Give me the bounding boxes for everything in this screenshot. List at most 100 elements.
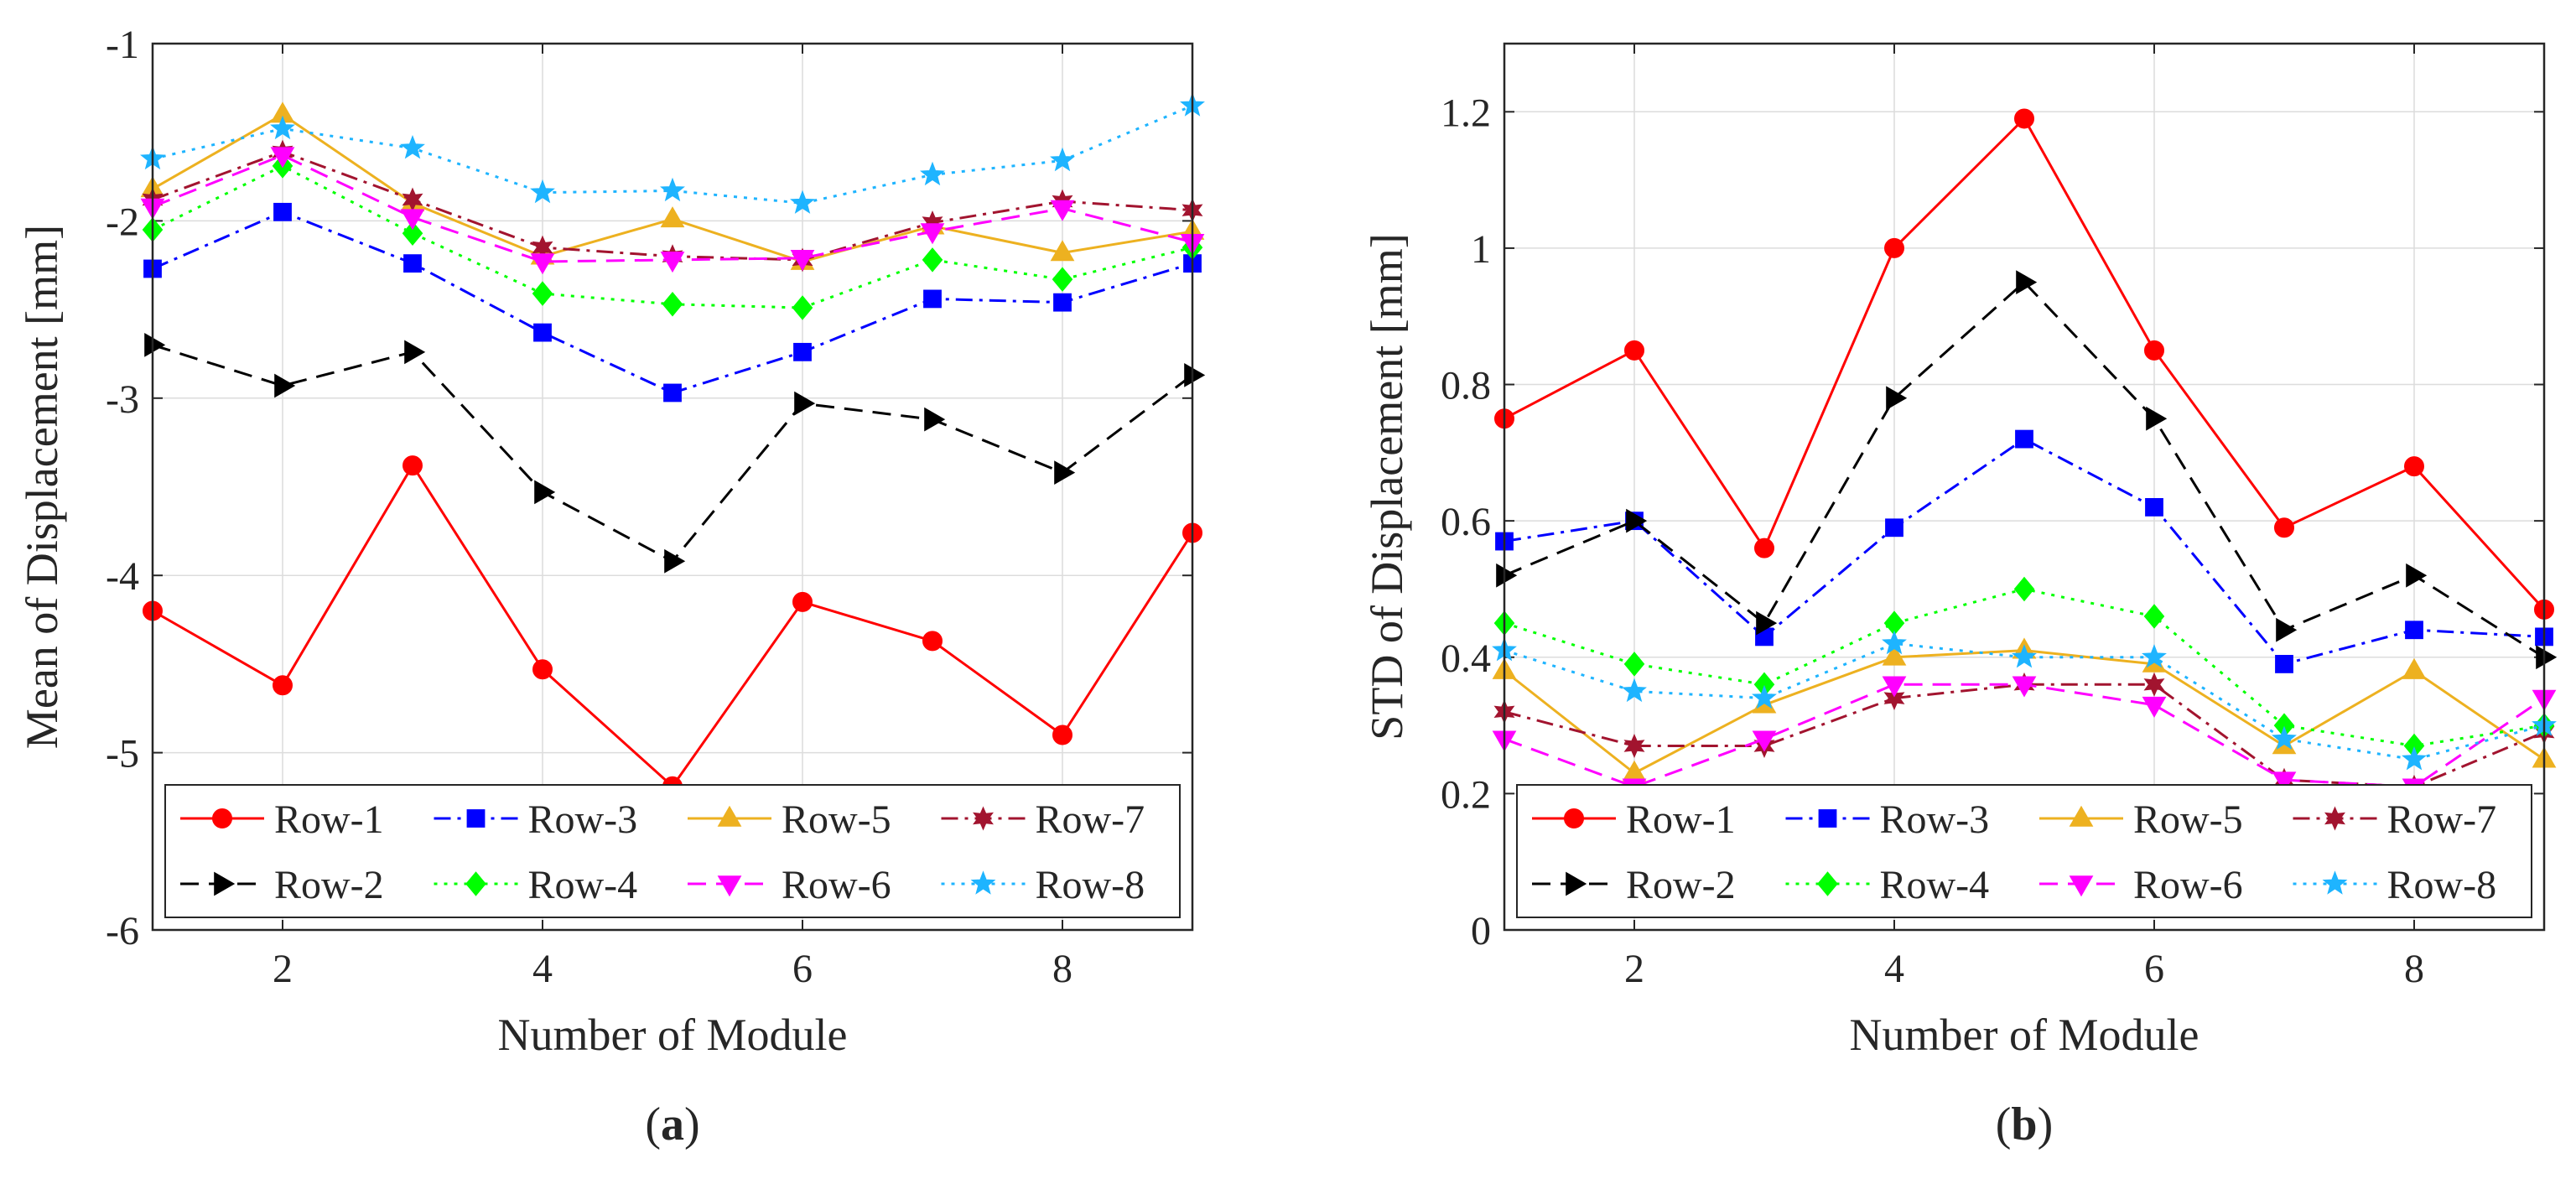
legend-box: [164, 784, 1181, 918]
axes-frame: [1503, 42, 2546, 932]
data-point: [1882, 630, 1907, 655]
y-tick-label: -6: [106, 909, 139, 953]
data-point: [660, 252, 685, 273]
data-point: [270, 147, 295, 169]
data-point: [274, 373, 296, 398]
data-point: [2143, 672, 2165, 697]
data-point: [1496, 563, 1518, 588]
data-point: [1623, 652, 1645, 677]
data-point: [2142, 696, 2167, 718]
legend-label: Row-8: [2387, 863, 2497, 907]
data-point: [402, 221, 423, 246]
legend-marker: [466, 809, 486, 828]
data-point: [2143, 604, 2165, 629]
legend-marker: [465, 871, 486, 896]
chart-panel-a: 2 4 6 8 -6 -5 -4 -3 -2 -1 Number of Module Mean of …: [17, 23, 1206, 1150]
legend-label: Row-7: [1036, 797, 1145, 842]
data-point: [1886, 386, 1908, 411]
data-point: [1050, 200, 1075, 221]
y-tick-label: -4: [106, 554, 139, 599]
data-point: [2536, 645, 2558, 670]
data-point: [2276, 617, 2298, 642]
data-point: [2016, 270, 2038, 294]
y-axis-label: Mean of Displacement [mm]: [17, 225, 67, 749]
legend-entry-row-4: Row-4: [1785, 863, 1990, 907]
data-point: [920, 223, 945, 245]
data-point: [1054, 460, 1076, 485]
data-point: [922, 631, 943, 652]
data-point: [533, 323, 552, 342]
legend-label: Row-4: [1880, 863, 1990, 907]
data-point: [920, 161, 945, 186]
legend-marker: [2322, 870, 2348, 895]
series-row-2: [1496, 270, 2558, 670]
legend-entry-row-2: Row-2: [1532, 863, 1736, 907]
x-tick-label: 8: [2404, 947, 2424, 991]
legend-label: Row-1: [1626, 797, 1736, 842]
data-point: [400, 209, 425, 231]
legend-entry-row-6: Row-6: [688, 863, 891, 907]
data-point: [403, 254, 422, 273]
x-tick-label: 2: [1624, 947, 1644, 991]
data-point: [273, 202, 292, 221]
data-point: [792, 295, 813, 320]
legend-marker: [970, 870, 996, 895]
legend-entry-row-1: Row-1: [1532, 797, 1736, 842]
legend-label: Row-6: [782, 863, 891, 907]
data-point: [2144, 340, 2164, 361]
data-point: [2142, 644, 2167, 668]
legend-entry-row-1: Row-1: [180, 797, 384, 842]
data-point: [660, 206, 685, 228]
data-point: [400, 135, 425, 159]
y-tick-label: 0.2: [1441, 772, 1491, 817]
series-row-6: [140, 147, 1205, 275]
legend-entry-row-6: Row-6: [2039, 863, 2243, 907]
y-tick-label: 1: [1471, 227, 1491, 272]
legend-marker: [214, 871, 236, 896]
data-point: [2402, 657, 2427, 679]
legend-marker: [212, 808, 232, 828]
data-point: [2274, 517, 2294, 538]
data-point: [2275, 655, 2293, 673]
data-point: [1884, 237, 1904, 258]
y-tick-label: -3: [106, 377, 139, 422]
legend-label: Row-6: [2133, 863, 2243, 907]
data-point: [534, 480, 556, 505]
y-tick-label: -1: [106, 23, 139, 67]
legend-entry-row-5: Row-5: [688, 797, 891, 842]
x-axis-label: Number of Module: [1850, 1010, 2199, 1060]
data-point: [530, 179, 555, 204]
data-point: [1050, 147, 1075, 172]
legend-label: Row-3: [528, 797, 638, 842]
data-point: [660, 177, 685, 202]
legend-entry-row-5: Row-5: [2039, 797, 2243, 842]
legend-label: Row-7: [2387, 797, 2497, 842]
data-point: [794, 391, 816, 416]
data-point: [144, 333, 166, 357]
legend-label: Row-2: [274, 863, 384, 907]
data-point: [2406, 563, 2428, 588]
data-point: [663, 383, 682, 403]
data-point: [923, 289, 942, 309]
data-point: [2146, 406, 2168, 431]
legend-label: Row-8: [1036, 863, 1145, 907]
data-point: [2015, 429, 2033, 449]
data-point: [1624, 340, 1644, 361]
data-point: [1053, 293, 1072, 312]
data-point: [2014, 108, 2034, 129]
legend-entry-row-3: Row-3: [434, 797, 638, 842]
data-point: [2012, 676, 2037, 698]
data-point: [2145, 497, 2163, 517]
legend-label: Row-4: [528, 863, 638, 907]
legend-marker: [2324, 806, 2345, 831]
x-tick-label: 8: [1052, 947, 1072, 991]
data-point: [1752, 684, 1777, 709]
data-point: [1756, 610, 1778, 636]
data-point: [1882, 676, 1907, 698]
legend-marker: [717, 875, 742, 897]
x-tick-label: 6: [792, 947, 813, 991]
y-tick-label: 0.6: [1441, 500, 1491, 544]
data-point: [1622, 678, 1647, 703]
legend: Row-1 Row-3 Row-5 Row-7 Row-2 Row-4 Row-6 Row-8: [1516, 784, 2532, 918]
